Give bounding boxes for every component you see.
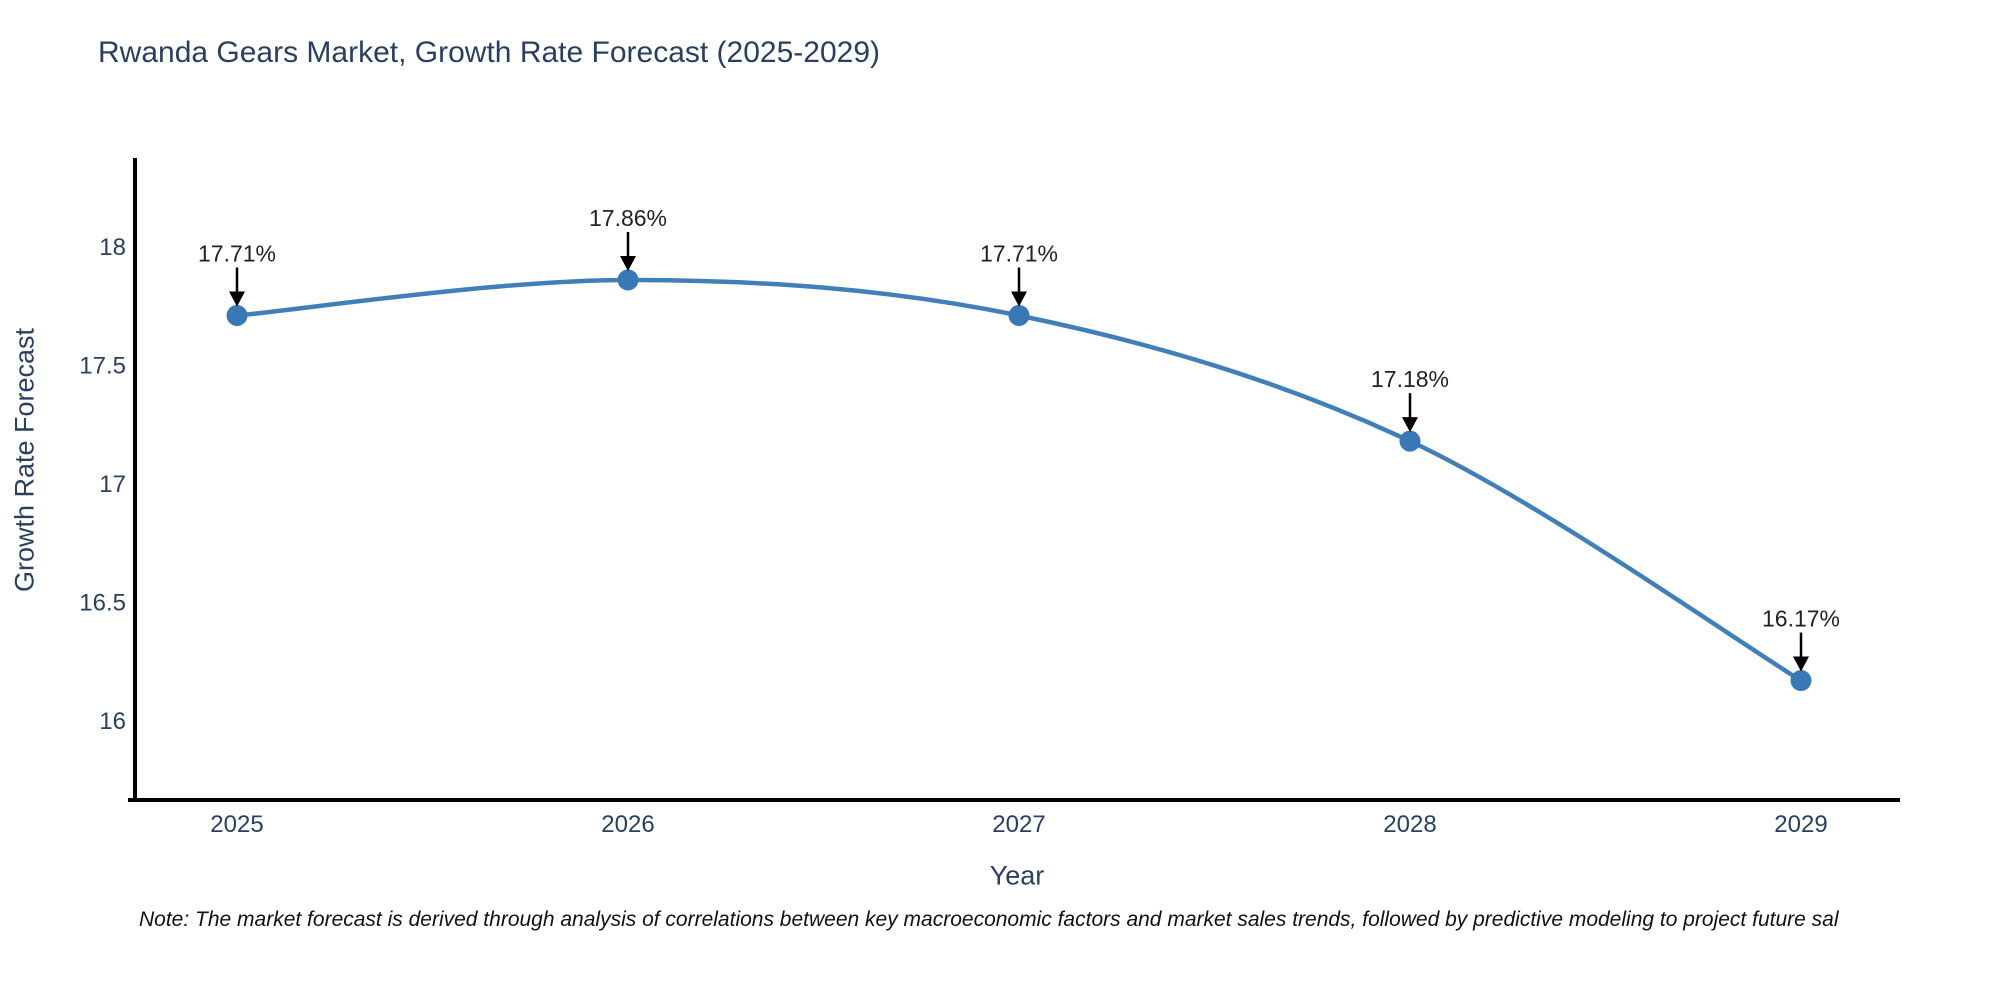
chart-title: Rwanda Gears Market, Growth Rate Forecas… bbox=[98, 36, 881, 69]
data-point-label: 17.71% bbox=[198, 240, 276, 266]
x-tick-label: 2029 bbox=[1774, 811, 1827, 838]
x-tick-label: 2025 bbox=[210, 811, 263, 838]
data-point-label: 17.86% bbox=[589, 205, 667, 231]
data-point-marker[interactable] bbox=[226, 304, 248, 326]
y-tick-label: 16 bbox=[99, 708, 126, 735]
x-tick-label: 2028 bbox=[1383, 811, 1436, 838]
data-point-label: 16.17% bbox=[1762, 606, 1840, 632]
y-tick-label: 17 bbox=[99, 471, 126, 498]
forecast-line-series bbox=[234, 277, 1804, 683]
y-tick-label: 17.5 bbox=[79, 352, 126, 379]
annotation-arrow-head-icon bbox=[1402, 417, 1418, 433]
data-point-label: 17.71% bbox=[980, 240, 1058, 266]
data-point-marker[interactable] bbox=[1399, 430, 1421, 452]
data-point-marker[interactable] bbox=[1790, 670, 1812, 692]
y-tick-label: 16.5 bbox=[79, 589, 126, 616]
x-tick-label: 2026 bbox=[601, 811, 654, 838]
annotation-arrow-head-icon bbox=[1011, 291, 1027, 307]
x-tick-label: 2027 bbox=[992, 811, 1045, 838]
annotation-arrow-head-icon bbox=[1793, 656, 1809, 672]
y-tick-label: 18 bbox=[99, 234, 126, 261]
x-axis-title: Year bbox=[989, 860, 1045, 891]
data-point-label: 17.18% bbox=[1371, 366, 1449, 392]
annotation-arrow-head-icon bbox=[229, 291, 245, 307]
data-point-marker[interactable] bbox=[617, 269, 639, 291]
footnote: Note: The market forecast is derived thr… bbox=[139, 908, 1839, 931]
data-point-marker[interactable] bbox=[1008, 304, 1030, 326]
annotation-arrow-head-icon bbox=[620, 255, 636, 271]
